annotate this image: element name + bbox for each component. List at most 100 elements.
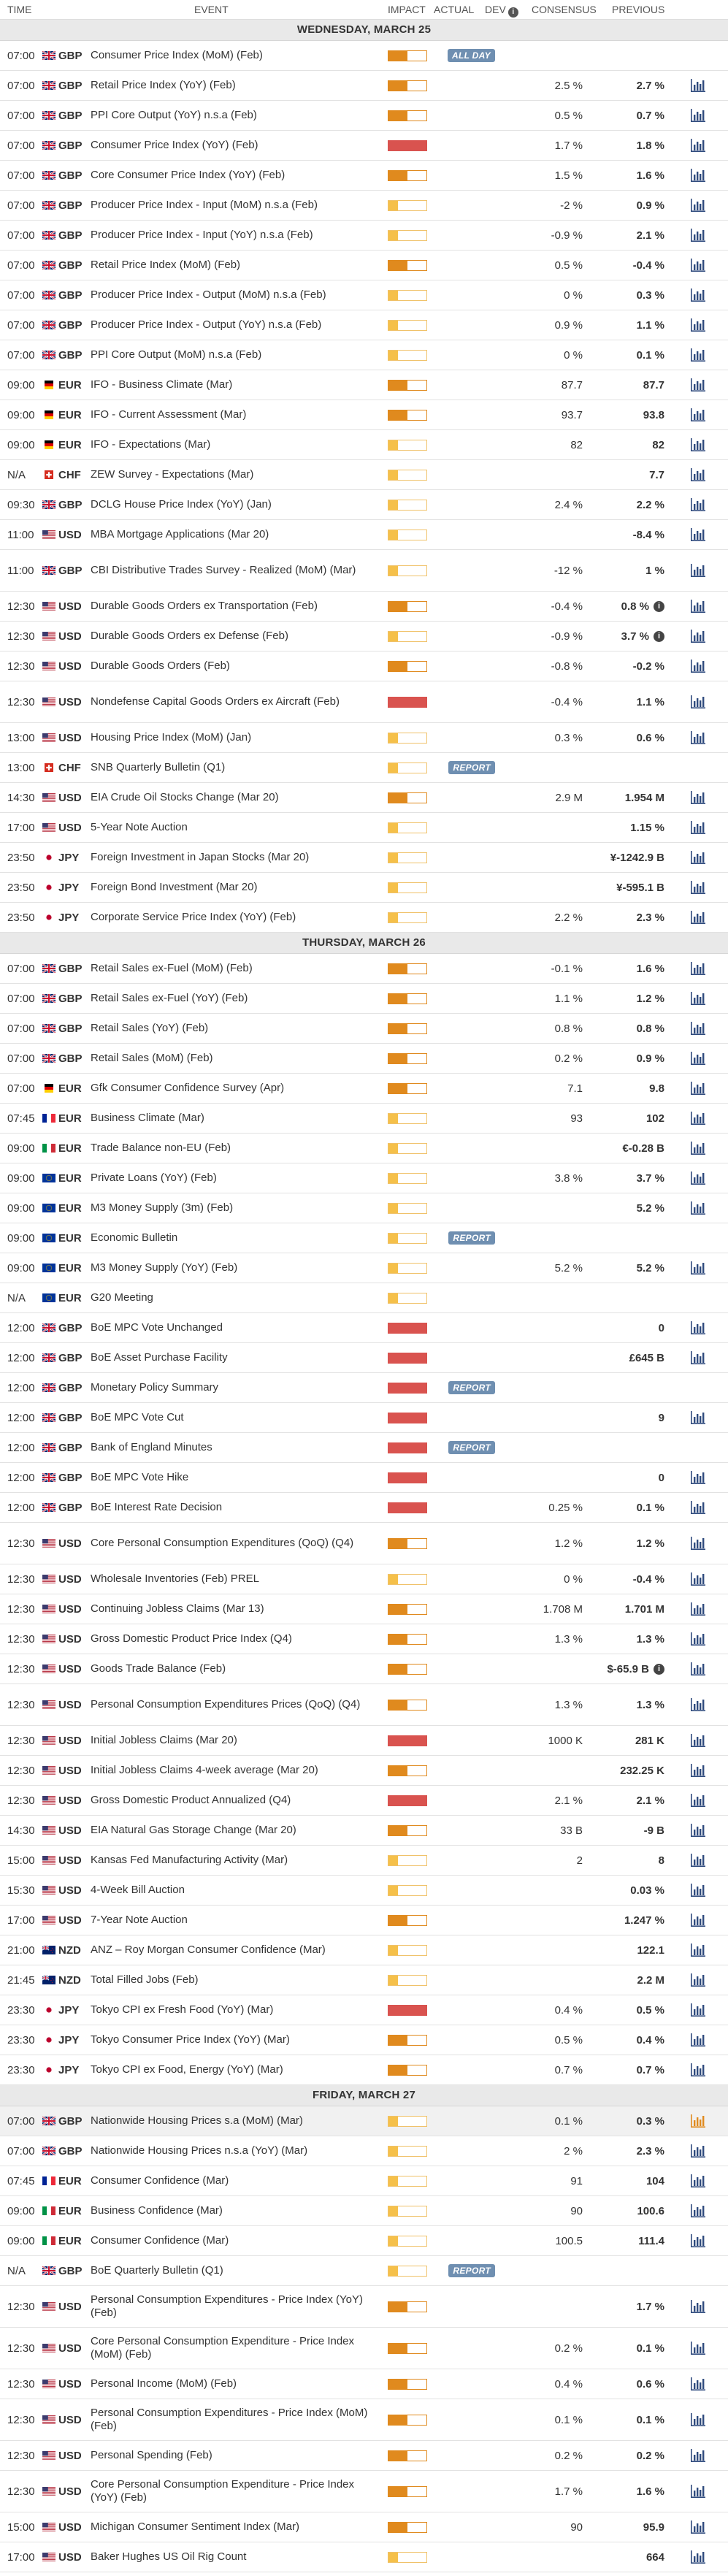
- event-name-text[interactable]: Retail Price Index (MoM) (Feb): [91, 259, 241, 271]
- event-name-text[interactable]: DCLG House Price Index (YoY) (Jan): [91, 498, 272, 511]
- event-name[interactable]: 4-Week Bill Auction: [91, 1876, 383, 1905]
- event-name-text[interactable]: Personal Consumption Expenditures Prices…: [91, 1698, 361, 1711]
- event-name[interactable]: CBI Distributive Trades Survey - Realize…: [91, 550, 383, 591]
- event-row[interactable]: 09:00 EUR IFO - Business Climate (Mar) 8…: [0, 370, 728, 400]
- event-name-text[interactable]: PPI Core Output (YoY) n.s.a (Feb): [91, 109, 257, 121]
- event-row[interactable]: 07:00 GBP Retail Sales ex-Fuel (YoY) (Fe…: [0, 984, 728, 1014]
- bar-chart-icon[interactable]: [691, 2342, 705, 2355]
- chart-cell[interactable]: [683, 1654, 713, 1683]
- event-row[interactable]: 12:30 USD Nondefense Capital Goods Order…: [0, 681, 728, 723]
- event-name-text[interactable]: Retail Sales ex-Fuel (YoY) (Feb): [91, 992, 248, 1004]
- bar-chart-icon[interactable]: [691, 2003, 705, 2017]
- event-row[interactable]: 07:00 GBP Producer Price Index - Input (…: [0, 191, 728, 221]
- event-name-text[interactable]: IFO - Expectations (Mar): [91, 438, 211, 451]
- chart-cell[interactable]: [683, 681, 713, 722]
- event-name-text[interactable]: Consumer Price Index (MoM) (Feb): [91, 49, 263, 61]
- event-name[interactable]: M3 Money Supply (YoY) (Feb): [91, 1253, 383, 1283]
- event-row[interactable]: 07:00 GBP Nationwide Housing Prices s.a …: [0, 2106, 728, 2136]
- event-row[interactable]: 09:00 EUR Economic Bulletin REPORT: [0, 1223, 728, 1253]
- bar-chart-icon[interactable]: [691, 821, 705, 834]
- chart-cell[interactable]: [683, 280, 713, 310]
- event-row[interactable]: 07:45 EUR Business Climate (Mar) 93 102: [0, 1104, 728, 1134]
- event-name-text[interactable]: Business Climate (Mar): [91, 1112, 204, 1124]
- bar-chart-icon[interactable]: [691, 2520, 705, 2534]
- bar-chart-icon[interactable]: [691, 1537, 705, 1550]
- event-row[interactable]: 23:50 JPY Foreign Bond Investment (Mar 2…: [0, 873, 728, 903]
- event-name-text[interactable]: Total Filled Jobs (Feb): [91, 1973, 199, 1986]
- chart-cell[interactable]: [683, 310, 713, 340]
- event-name[interactable]: Bank of England Minutes: [91, 1433, 383, 1462]
- event-name-text[interactable]: Personal Income (MoM) (Feb): [91, 2377, 237, 2390]
- event-row[interactable]: 12:30 USD Goods Trade Balance (Feb) $-65…: [0, 1654, 728, 1684]
- event-name-text[interactable]: BoE MPC Vote Hike: [91, 1471, 189, 1483]
- bar-chart-icon[interactable]: [691, 1052, 705, 1065]
- event-row[interactable]: 07:00 GBP Retail Sales (MoM) (Feb) 0.2 %…: [0, 1044, 728, 1074]
- event-row[interactable]: 12:30 USD Wholesale Inventories (Feb) PR…: [0, 1564, 728, 1594]
- event-row[interactable]: 07:00 GBP PPI Core Output (YoY) n.s.a (F…: [0, 101, 728, 131]
- event-row[interactable]: 12:00 GBP Monetary Policy Summary REPORT: [0, 1373, 728, 1403]
- event-name-text[interactable]: Retail Sales ex-Fuel (MoM) (Feb): [91, 962, 253, 974]
- event-name[interactable]: PPI Core Output (MoM) n.s.a (Feb): [91, 340, 383, 370]
- bar-chart-icon[interactable]: [691, 1471, 705, 1484]
- bar-chart-icon[interactable]: [691, 1261, 705, 1274]
- event-name-text[interactable]: Gross Domestic Product Annualized (Q4): [91, 1794, 291, 1806]
- event-name[interactable]: Retail Sales ex-Fuel (MoM) (Feb): [91, 954, 383, 983]
- event-name-text[interactable]: Economic Bulletin: [91, 1231, 178, 1244]
- bar-chart-icon[interactable]: [691, 2377, 705, 2390]
- chart-cell[interactable]: [683, 903, 713, 932]
- event-name-text[interactable]: Consumer Confidence (Mar): [91, 2234, 229, 2247]
- event-name[interactable]: BoE Asset Purchase Facility: [91, 1343, 383, 1372]
- event-name[interactable]: Nondefense Capital Goods Orders ex Aircr…: [91, 681, 383, 722]
- event-name-text[interactable]: Core Consumer Price Index (YoY) (Feb): [91, 169, 286, 181]
- event-name-text[interactable]: BoE MPC Vote Unchanged: [91, 1321, 223, 1334]
- event-name[interactable]: EIA Crude Oil Stocks Change (Mar 20): [91, 783, 383, 812]
- bar-chart-icon[interactable]: [691, 288, 705, 302]
- chart-cell[interactable]: [683, 1684, 713, 1725]
- event-name[interactable]: ZEW Survey - Expectations (Mar): [91, 460, 383, 489]
- chart-cell[interactable]: [683, 1044, 713, 1073]
- chart-cell[interactable]: [683, 783, 713, 812]
- chart-cell[interactable]: [683, 1876, 713, 1905]
- bar-chart-icon[interactable]: [691, 1734, 705, 1747]
- event-name[interactable]: Personal Income (MoM) (Feb): [91, 2369, 383, 2399]
- event-name-text[interactable]: Goods Trade Balance (Feb): [91, 1662, 226, 1675]
- bar-chart-icon[interactable]: [691, 1201, 705, 1215]
- bar-chart-icon[interactable]: [691, 2144, 705, 2158]
- event-name[interactable]: Personal Consumption Expenditures Prices…: [91, 1684, 383, 1725]
- bar-chart-icon[interactable]: [691, 1794, 705, 1807]
- bar-chart-icon[interactable]: [691, 139, 705, 152]
- event-row[interactable]: 07:00 GBP Retail Sales ex-Fuel (MoM) (Fe…: [0, 954, 728, 984]
- bar-chart-icon[interactable]: [691, 348, 705, 362]
- chart-cell[interactable]: [683, 1463, 713, 1492]
- event-name[interactable]: Retail Sales (MoM) (Feb): [91, 1044, 383, 1073]
- event-name[interactable]: 7-Year Note Auction: [91, 1906, 383, 1935]
- chart-cell[interactable]: [683, 2025, 713, 2055]
- event-name-text[interactable]: Bank of England Minutes: [91, 1441, 212, 1453]
- event-name-text[interactable]: BoE Interest Rate Decision: [91, 1501, 223, 1513]
- event-row[interactable]: 12:30 USD Personal Spending (Feb) 0.2 % …: [0, 2441, 728, 2471]
- event-row[interactable]: 21:45 NZD Total Filled Jobs (Feb) 2.2 M: [0, 1965, 728, 1995]
- event-row[interactable]: N/A GBP BoE Quarterly Bulletin (Q1) REPO…: [0, 2256, 728, 2286]
- chart-cell[interactable]: [683, 490, 713, 519]
- chart-cell[interactable]: [683, 1014, 713, 1043]
- event-name[interactable]: Trade Balance non-EU (Feb): [91, 1134, 383, 1163]
- bar-chart-icon[interactable]: [691, 1944, 705, 1957]
- bar-chart-icon[interactable]: [691, 498, 705, 511]
- chart-cell[interactable]: [683, 340, 713, 370]
- event-name-text[interactable]: BoE Asset Purchase Facility: [91, 1351, 228, 1364]
- chart-cell[interactable]: [683, 520, 713, 549]
- bar-chart-icon[interactable]: [691, 1824, 705, 1837]
- event-row[interactable]: 23:50 JPY Foreign Investment in Japan St…: [0, 843, 728, 873]
- event-name-text[interactable]: Personal Consumption Expenditures - Pric…: [91, 2293, 363, 2319]
- chart-cell[interactable]: [683, 2166, 713, 2195]
- chart-cell[interactable]: [683, 1624, 713, 1654]
- event-row[interactable]: 12:00 GBP BoE Interest Rate Decision 0.2…: [0, 1493, 728, 1523]
- bar-chart-icon[interactable]: [691, 199, 705, 212]
- event-row[interactable]: 09:00 EUR Business Confidence (Mar) 90 1…: [0, 2196, 728, 2226]
- chart-cell[interactable]: [683, 191, 713, 220]
- event-row[interactable]: 12:00 GBP BoE Asset Purchase Facility £6…: [0, 1343, 728, 1373]
- chart-cell[interactable]: [683, 1846, 713, 1875]
- event-name[interactable]: Retail Price Index (YoY) (Feb): [91, 71, 383, 100]
- event-name[interactable]: Durable Goods Orders ex Defense (Feb): [91, 622, 383, 651]
- event-name-text[interactable]: Personal Consumption Expenditures - Pric…: [91, 2407, 368, 2432]
